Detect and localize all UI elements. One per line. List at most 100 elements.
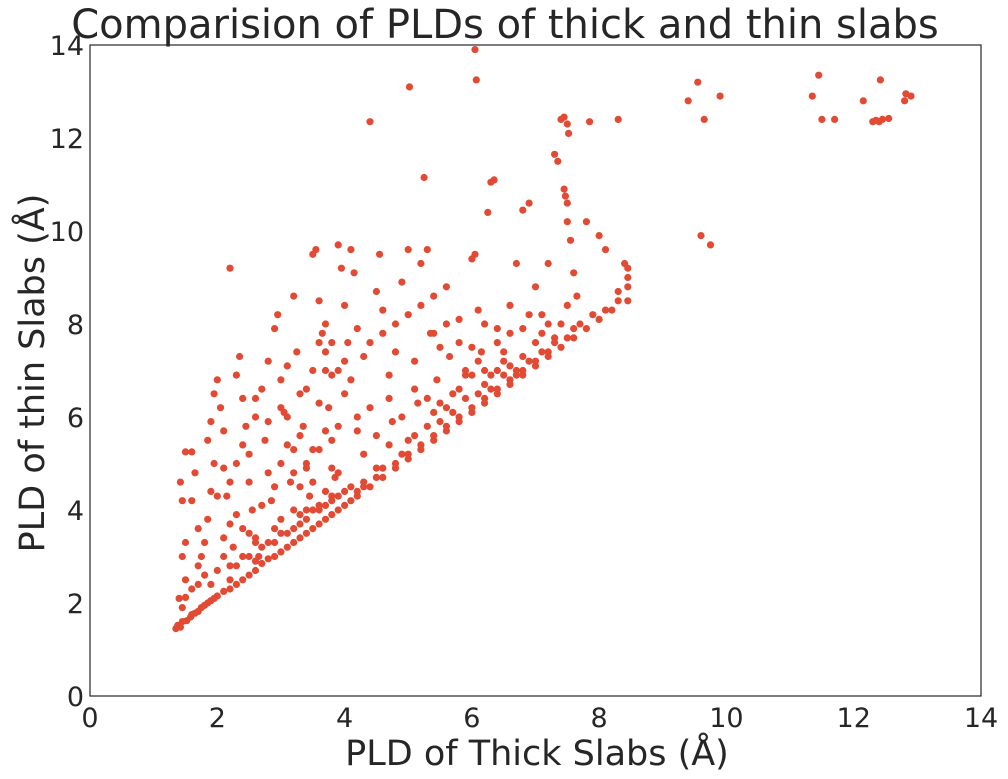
data-point — [379, 473, 387, 481]
data-point — [290, 506, 298, 514]
data-point — [264, 418, 272, 426]
data-point — [697, 232, 705, 240]
data-point — [188, 448, 196, 456]
data-point — [551, 339, 559, 347]
data-point — [213, 376, 221, 384]
data-point — [487, 371, 495, 379]
data-point — [334, 366, 342, 375]
data-point — [315, 339, 323, 347]
data-point — [178, 552, 186, 561]
data-point — [277, 548, 285, 556]
data-point — [236, 352, 244, 361]
data-point — [436, 399, 444, 407]
data-point — [601, 306, 610, 314]
data-point — [907, 92, 915, 100]
data-point — [818, 115, 826, 123]
data-point — [573, 292, 581, 300]
data-point — [436, 418, 444, 426]
data-point — [859, 97, 867, 105]
data-point — [614, 287, 622, 296]
data-point — [490, 176, 498, 184]
data-point — [353, 487, 361, 495]
data-point — [411, 385, 419, 393]
data-point — [239, 525, 247, 533]
data-point — [271, 325, 279, 333]
data-point — [563, 199, 571, 207]
data-point — [901, 97, 909, 105]
data-point — [815, 71, 823, 79]
data-point — [694, 78, 702, 86]
data-point — [442, 404, 450, 412]
data-point — [554, 157, 562, 165]
data-point — [570, 325, 578, 333]
data-point — [207, 487, 215, 495]
data-point — [264, 357, 272, 365]
data-point — [417, 301, 425, 309]
data-point — [442, 320, 450, 328]
data-point — [360, 450, 368, 458]
data-point — [461, 394, 470, 402]
data-point — [328, 339, 336, 347]
data-point — [239, 394, 247, 402]
data-point — [471, 46, 479, 54]
data-point — [589, 311, 597, 319]
data-point — [481, 394, 489, 402]
data-point — [315, 446, 323, 454]
y-tick-label: 6 — [67, 403, 84, 434]
data-point — [232, 459, 240, 468]
data-point — [220, 552, 228, 561]
y-tick-label: 2 — [67, 589, 84, 620]
data-point — [544, 259, 552, 268]
data-point — [519, 325, 527, 333]
data-point — [232, 510, 240, 519]
data-point — [398, 278, 406, 286]
data-point — [531, 283, 540, 291]
data-point — [420, 173, 428, 182]
data-point — [353, 413, 361, 421]
data-point — [337, 264, 345, 272]
data-point — [251, 413, 260, 421]
data-point — [519, 352, 527, 361]
data-point — [385, 371, 393, 379]
data-point — [493, 325, 501, 333]
data-point — [481, 380, 489, 388]
data-point — [194, 580, 202, 589]
data-point — [216, 404, 225, 412]
data-point — [474, 306, 482, 314]
data-point — [321, 427, 330, 435]
data-point — [614, 297, 622, 305]
data-point — [223, 492, 231, 500]
data-point — [251, 394, 260, 402]
x-tick-label: 4 — [336, 703, 353, 734]
data-point — [484, 208, 492, 216]
data-point — [245, 571, 253, 579]
data-point — [220, 427, 228, 435]
data-point — [242, 422, 250, 430]
data-point — [500, 357, 508, 365]
data-point — [239, 441, 247, 449]
data-point — [471, 250, 479, 258]
data-point — [175, 594, 183, 603]
data-point — [608, 306, 616, 314]
data-point — [194, 525, 202, 533]
data-point — [557, 320, 565, 328]
data-point — [347, 376, 355, 384]
data-point — [245, 552, 253, 561]
data-point — [176, 623, 184, 631]
data-point — [398, 413, 406, 421]
data-point — [487, 385, 495, 393]
data-point — [302, 464, 310, 472]
data-point — [531, 339, 540, 347]
data-point — [512, 259, 521, 268]
data-point — [347, 246, 355, 254]
data-point — [716, 92, 724, 100]
data-point — [455, 385, 463, 393]
data-point — [201, 538, 209, 547]
data-point — [181, 448, 190, 456]
data-point — [239, 552, 247, 561]
data-point — [290, 525, 298, 533]
data-point — [290, 292, 298, 300]
data-point — [302, 529, 310, 537]
data-point — [433, 376, 441, 384]
